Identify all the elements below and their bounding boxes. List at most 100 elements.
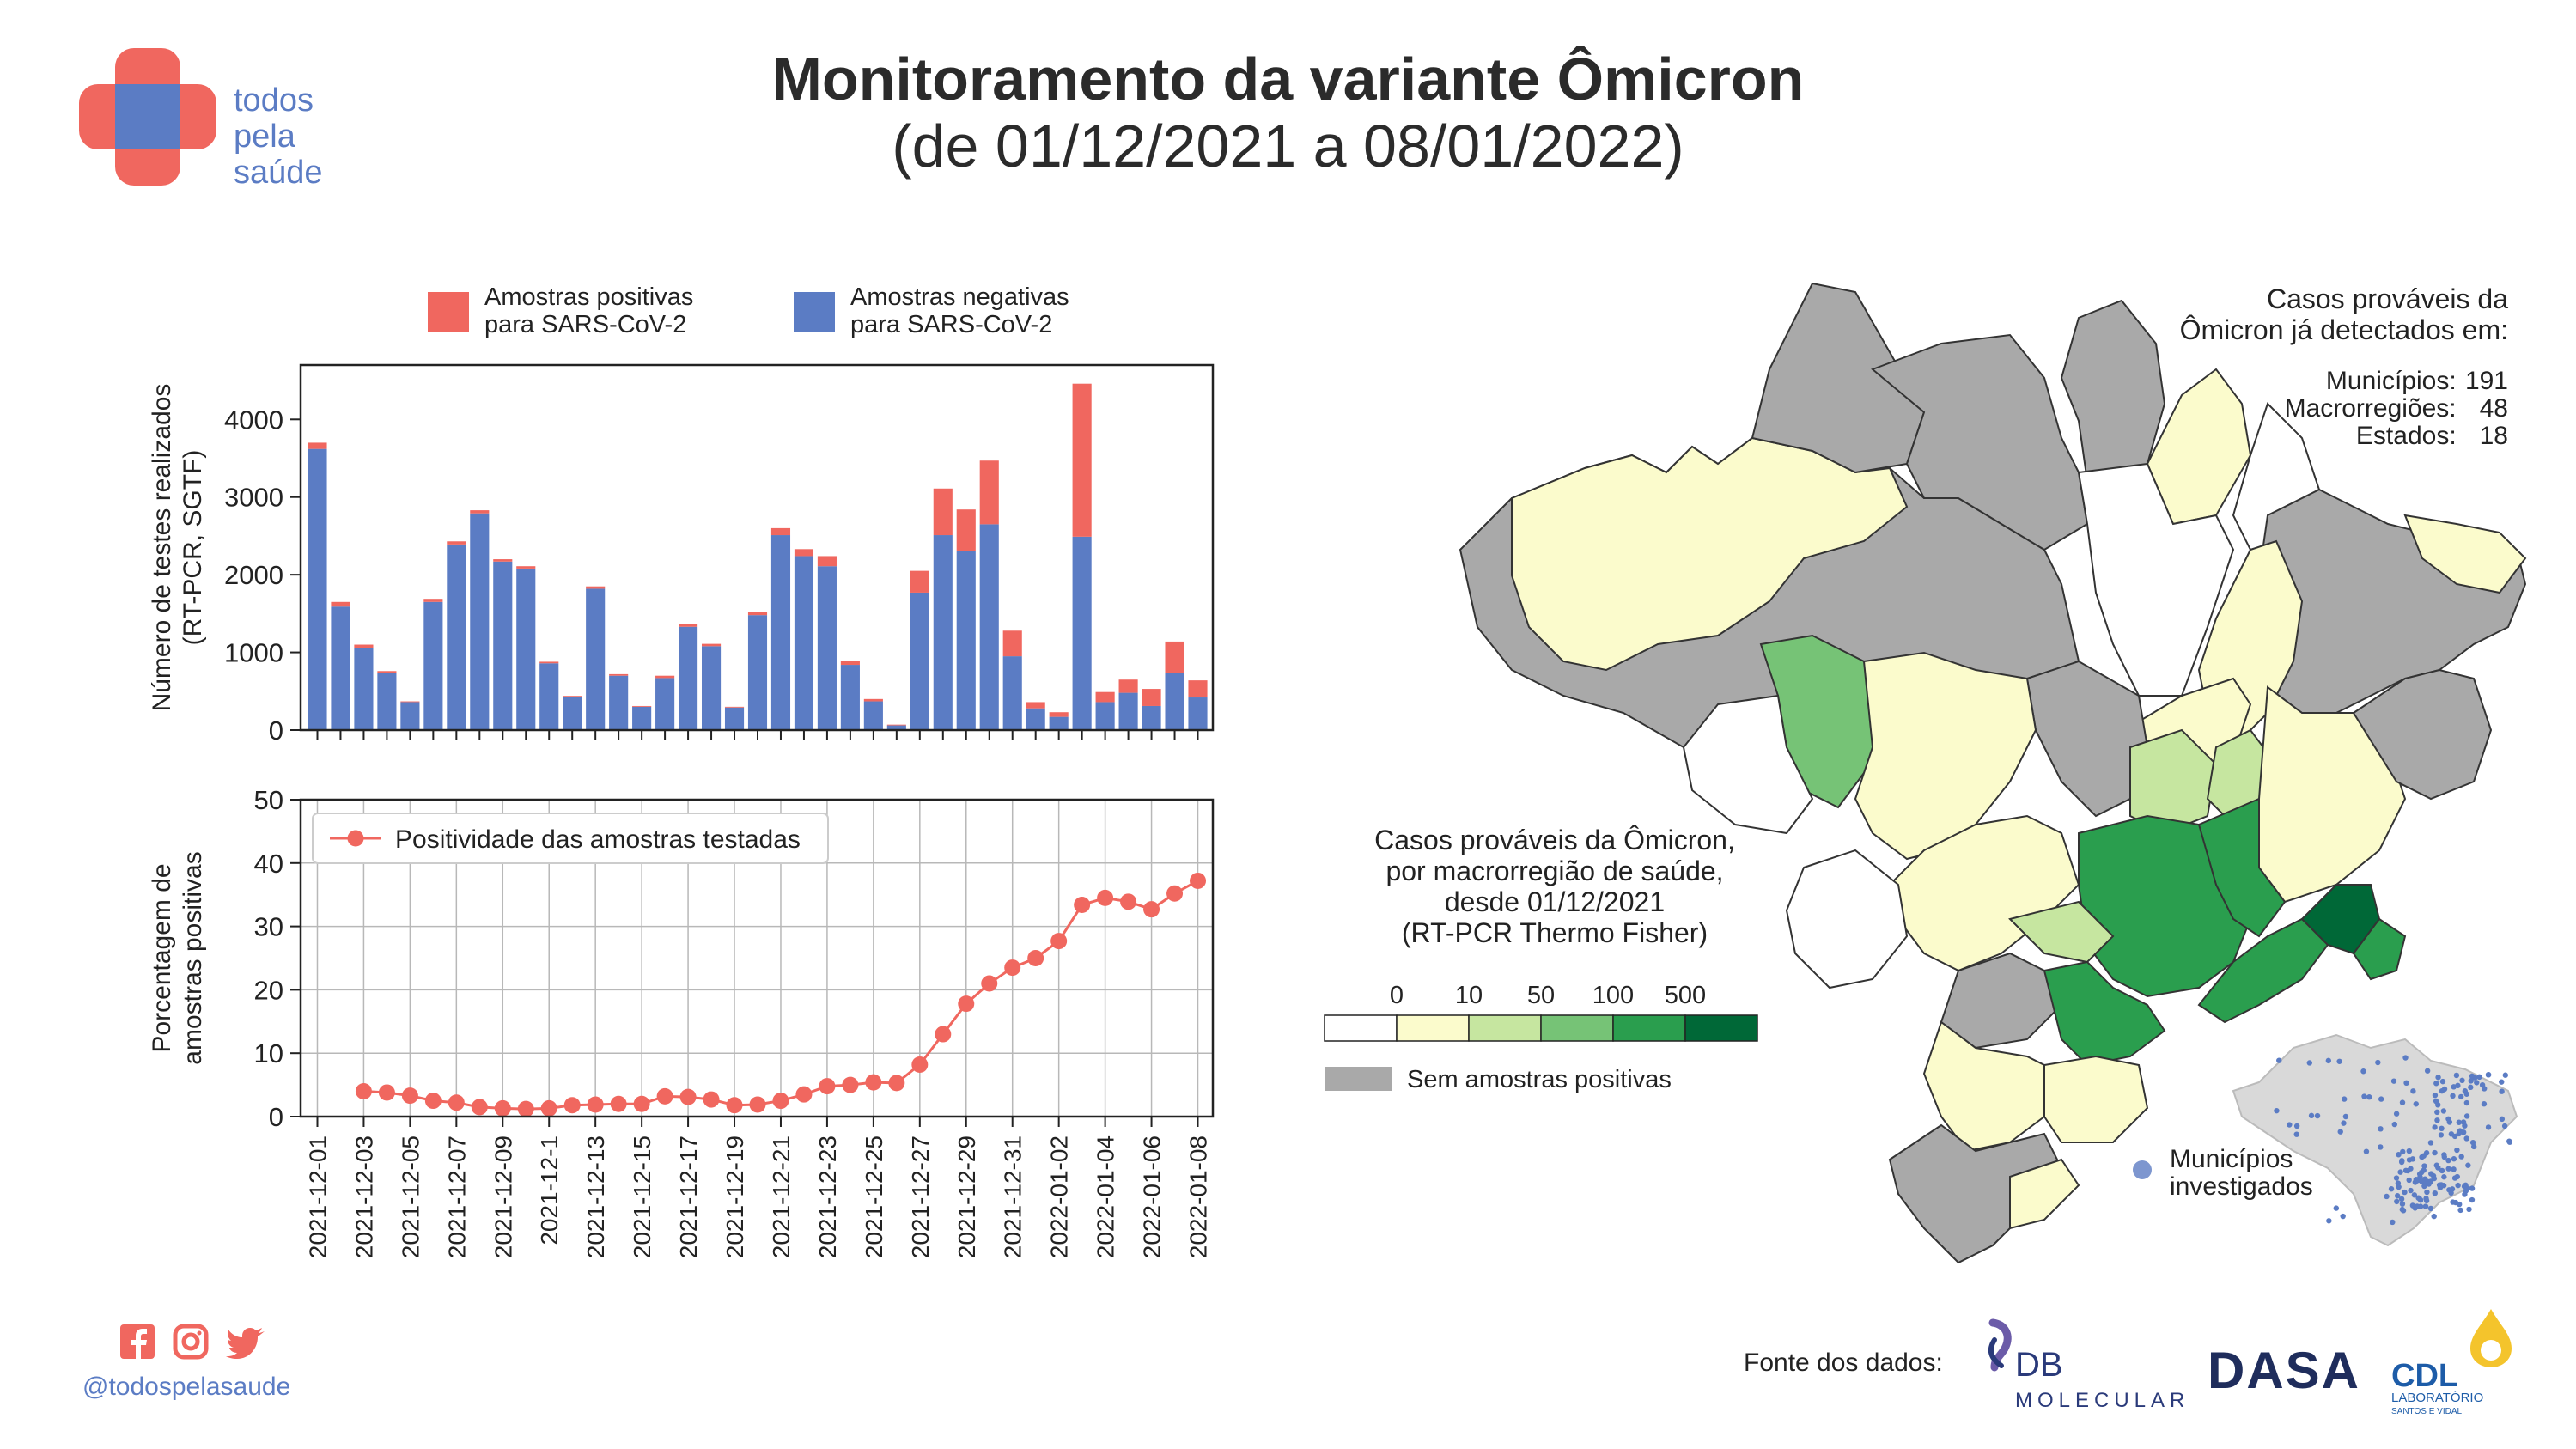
positivity-point — [1097, 889, 1114, 906]
inset-point — [2396, 1152, 2402, 1158]
inset-point — [2434, 1109, 2440, 1116]
inset-point — [2431, 1175, 2438, 1182]
inset-point — [2399, 1099, 2406, 1105]
bar-negative — [910, 592, 929, 730]
bar-negative — [586, 588, 606, 730]
bar-positive — [1026, 702, 1045, 709]
bar-positive — [817, 556, 837, 567]
inset-point — [2325, 1057, 2332, 1064]
inset-point — [2458, 1154, 2464, 1160]
twitter-icon[interactable] — [226, 1328, 265, 1359]
x-tick-label: 2021-12-17 — [675, 1135, 702, 1258]
bar-negative — [400, 702, 420, 730]
inset-point — [2481, 1101, 2488, 1107]
inset-point — [2485, 1072, 2492, 1078]
positivity-point — [517, 1100, 534, 1117]
bar-negative — [770, 535, 791, 730]
inset-point — [2506, 1138, 2512, 1144]
y-tick-label: 1000 — [224, 638, 283, 668]
bar-positive — [516, 566, 536, 569]
positivity-point — [448, 1094, 465, 1111]
bar-negative — [840, 665, 860, 730]
inset-point — [2306, 1060, 2312, 1066]
inset-point — [2439, 1167, 2445, 1174]
summary-row-macrorregioes: Macrorregiões: 48 — [2284, 394, 2508, 423]
positivity-point — [424, 1093, 442, 1110]
inset-point — [2469, 1196, 2476, 1203]
logo-wordmark: todos pela saúde — [234, 82, 323, 191]
bar-negative — [1072, 536, 1092, 730]
x-tick-label: 2021-12-21 — [768, 1135, 795, 1258]
inset-point — [2419, 1154, 2425, 1160]
y-axis-label: amostras positivas — [179, 851, 207, 1064]
inset-point — [2390, 1219, 2396, 1226]
positivity-point — [1004, 959, 1021, 977]
inset-point — [2287, 1122, 2293, 1128]
x-tick-label: 2021-12-1 — [536, 1135, 563, 1245]
svg-text:LABORATÓRIO: LABORATÓRIO — [2391, 1391, 2483, 1405]
legend-bin-swatch — [1540, 1014, 1614, 1042]
legend-label: Positividade das amostras testadas — [395, 825, 801, 854]
bar-negative — [1188, 697, 1208, 730]
positivity-point — [819, 1078, 836, 1095]
inset-point — [2403, 1080, 2409, 1087]
facebook-icon[interactable] — [120, 1324, 155, 1359]
social-icons — [120, 1324, 265, 1360]
bar-positive — [493, 559, 513, 562]
x-tick-label: 2022-01-04 — [1093, 1135, 1119, 1258]
bar-negative — [447, 544, 466, 730]
inset-point — [2451, 1133, 2458, 1140]
page-subtitle: (de 01/12/2021 a 08/01/2022) — [892, 113, 1684, 180]
y-tick-label: 0 — [269, 715, 283, 746]
svg-text:CDL: CDL — [2391, 1358, 2458, 1394]
y-axis-label: (RT-PCR, SGTF) — [179, 450, 207, 646]
bar-negative — [679, 626, 698, 730]
positivity-point — [1120, 893, 1137, 910]
legend-label: Amostras negativas — [850, 283, 1069, 311]
inset-point — [2293, 1131, 2299, 1137]
inset-point — [2482, 1086, 2488, 1092]
bar-positive — [1188, 680, 1208, 698]
bar-positive — [1072, 383, 1092, 537]
y-tick-label: 50 — [254, 785, 283, 815]
inset-point — [2468, 1078, 2474, 1084]
line-chart-legend: Positividade das amostras testadas — [312, 813, 829, 864]
inset-point — [2438, 1132, 2445, 1138]
positivity-point — [610, 1095, 627, 1112]
inset-point — [2455, 1182, 2461, 1189]
inset-point — [2293, 1123, 2300, 1129]
bar-negative — [817, 566, 837, 730]
data-source-label: Fonte dos dados: — [1744, 1349, 1943, 1377]
line-plot-frame — [299, 798, 1215, 1118]
legend-label: Amostras positivas — [484, 283, 693, 311]
bar-positive — [933, 488, 953, 536]
x-tick-label: 2022-01-08 — [1185, 1135, 1212, 1258]
inset-point — [2469, 1185, 2476, 1191]
map-legend: 0 10 50 100 500 Sem amostras positivas — [1324, 982, 1758, 1093]
inset-point — [2402, 1189, 2408, 1196]
inset-point — [2462, 1088, 2469, 1094]
bar-positive — [632, 705, 652, 707]
bar-negative — [516, 568, 536, 730]
inset-map — [2232, 1033, 2518, 1247]
inset-point — [2414, 1203, 2421, 1209]
bar-positive — [1142, 689, 1161, 706]
dasa-logo: DASA — [2208, 1342, 2359, 1399]
inset-point — [2424, 1189, 2430, 1196]
bar-plot-frame — [299, 363, 1215, 732]
inset-point — [2499, 1088, 2505, 1094]
legend-swatch — [428, 292, 469, 332]
inset-point — [2469, 1073, 2476, 1080]
x-tick-label: 2021-12-09 — [490, 1135, 516, 1258]
no-data-swatch — [1325, 1067, 1392, 1091]
inset-point — [2398, 1196, 2405, 1202]
positivity-point — [401, 1087, 418, 1105]
bar-positive — [563, 696, 582, 697]
instagram-icon[interactable] — [173, 1324, 209, 1360]
bar-positive — [1095, 691, 1115, 703]
inset-point — [2416, 1171, 2423, 1178]
bar-positive — [794, 549, 814, 557]
inset-point — [2457, 1128, 2463, 1134]
social-handle[interactable]: @todospelasaude — [82, 1373, 291, 1401]
positivity-point — [842, 1076, 859, 1093]
